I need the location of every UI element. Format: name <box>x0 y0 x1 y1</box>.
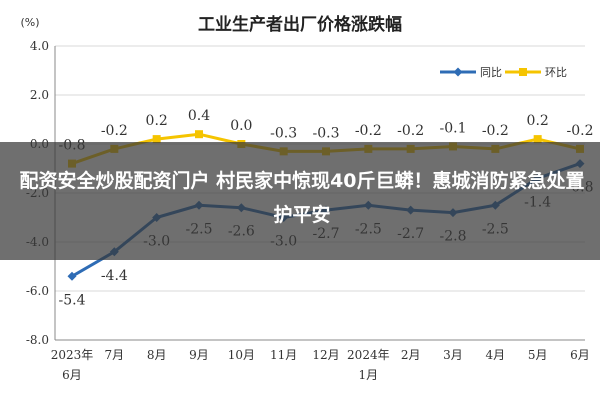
x-tick-label: 12月 <box>312 348 339 362</box>
x-tick-label: 9月 <box>189 348 209 362</box>
data-label: -0.2 <box>567 123 594 139</box>
x-tick-label: 2024年 <box>347 348 390 362</box>
data-point <box>152 135 161 144</box>
x-tick-label: 4月 <box>486 348 506 362</box>
data-label: -0.2 <box>482 123 509 139</box>
y-axis-unit-label: (%) <box>20 16 39 29</box>
data-label: 0.2 <box>527 113 549 129</box>
data-label: 0.2 <box>146 113 168 129</box>
data-point <box>195 130 203 139</box>
x-tick-label: 8月 <box>147 348 167 362</box>
x-tick-label: 11月 <box>270 348 297 362</box>
x-tick-label: 6月 <box>62 368 82 382</box>
data-label: -0.3 <box>313 125 340 141</box>
data-label: -0.1 <box>440 120 467 136</box>
legend-label: 同比 <box>480 66 502 79</box>
y-tick-label: -8.0 <box>26 333 49 347</box>
data-point <box>67 271 77 281</box>
news-overlay-banner[interactable] <box>0 142 600 260</box>
legend-swatch-marker <box>519 68 527 76</box>
chart-title: 工业生产者出厂价格涨跌幅 <box>198 14 402 35</box>
data-label: 0.0 <box>230 118 252 134</box>
data-label: -0.2 <box>355 123 382 139</box>
data-label: -0.2 <box>397 123 424 139</box>
x-tick-label: 1月 <box>359 368 379 382</box>
x-tick-label: 10月 <box>228 348 255 362</box>
x-tick-label: 7月 <box>105 348 125 362</box>
data-label: -4.4 <box>101 268 128 284</box>
data-label: 0.4 <box>188 108 210 124</box>
x-tick-label: 2月 <box>401 348 421 362</box>
x-tick-label: 3月 <box>443 348 463 362</box>
x-tick-label: 6月 <box>570 348 590 362</box>
x-tick-label: 5月 <box>528 348 548 362</box>
legend-label: 环比 <box>545 66 567 79</box>
y-tick-label: -6.0 <box>26 284 49 298</box>
y-tick-label: 4.0 <box>30 39 49 53</box>
legend-swatch-marker <box>453 67 463 77</box>
data-label: -5.4 <box>59 292 86 308</box>
x-tick-label: 2023年 <box>51 348 94 362</box>
data-point <box>533 135 542 144</box>
news-headline[interactable]: 配资安全炒股配资门户 村民家中惊现40斤巨蟒！惠城消防紧急处置护平安 <box>19 170 585 226</box>
data-label: -0.2 <box>101 123 128 139</box>
data-label: -0.3 <box>270 125 297 141</box>
y-tick-label: 2.0 <box>30 88 49 102</box>
